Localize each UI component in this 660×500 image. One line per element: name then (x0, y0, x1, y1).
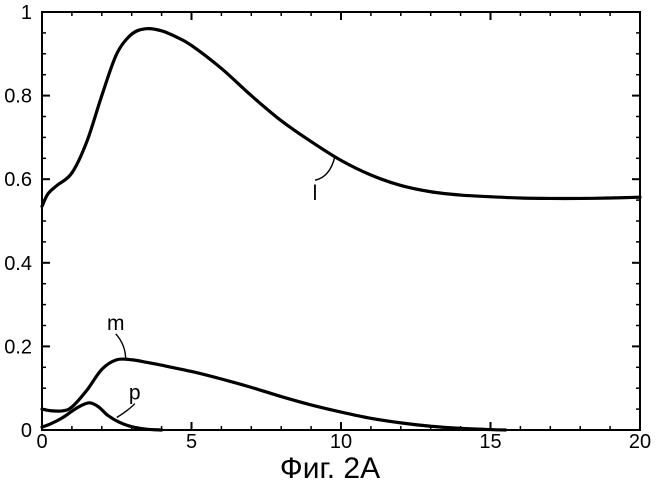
plot-area-frame (42, 12, 640, 430)
axis-ticks (42, 12, 640, 430)
x-tick-label: 15 (479, 431, 501, 453)
annotation-leader-m (116, 334, 126, 360)
y-tick-label: 1 (21, 2, 32, 24)
y-tick-label: 0.4 (4, 253, 32, 275)
figure-caption: Фиг. 2А (0, 452, 660, 486)
annotation-label-l: l (313, 182, 318, 205)
axis-tick-labels: 0 5 10 15 20 0 0.2 0.4 0.6 0.8 1 (4, 2, 651, 453)
y-tick-label: 0.6 (4, 169, 32, 191)
x-tick-label: 20 (629, 431, 651, 453)
x-tick-label: 0 (36, 431, 47, 453)
series-line-l (42, 29, 640, 207)
annotation-leader-l (315, 156, 335, 180)
y-tick-label: 0.8 (4, 86, 32, 108)
x-tick-label: 5 (186, 431, 197, 453)
series-line-p (42, 403, 162, 430)
x-tick-label: 10 (330, 431, 352, 453)
annotation-label-m: m (107, 312, 125, 335)
y-tick-label: 0.2 (4, 336, 32, 358)
annotation-leader-p (117, 404, 135, 418)
annotation-label-p: p (129, 381, 141, 404)
series-layer (42, 29, 640, 430)
y-tick-label: 0 (21, 420, 32, 442)
